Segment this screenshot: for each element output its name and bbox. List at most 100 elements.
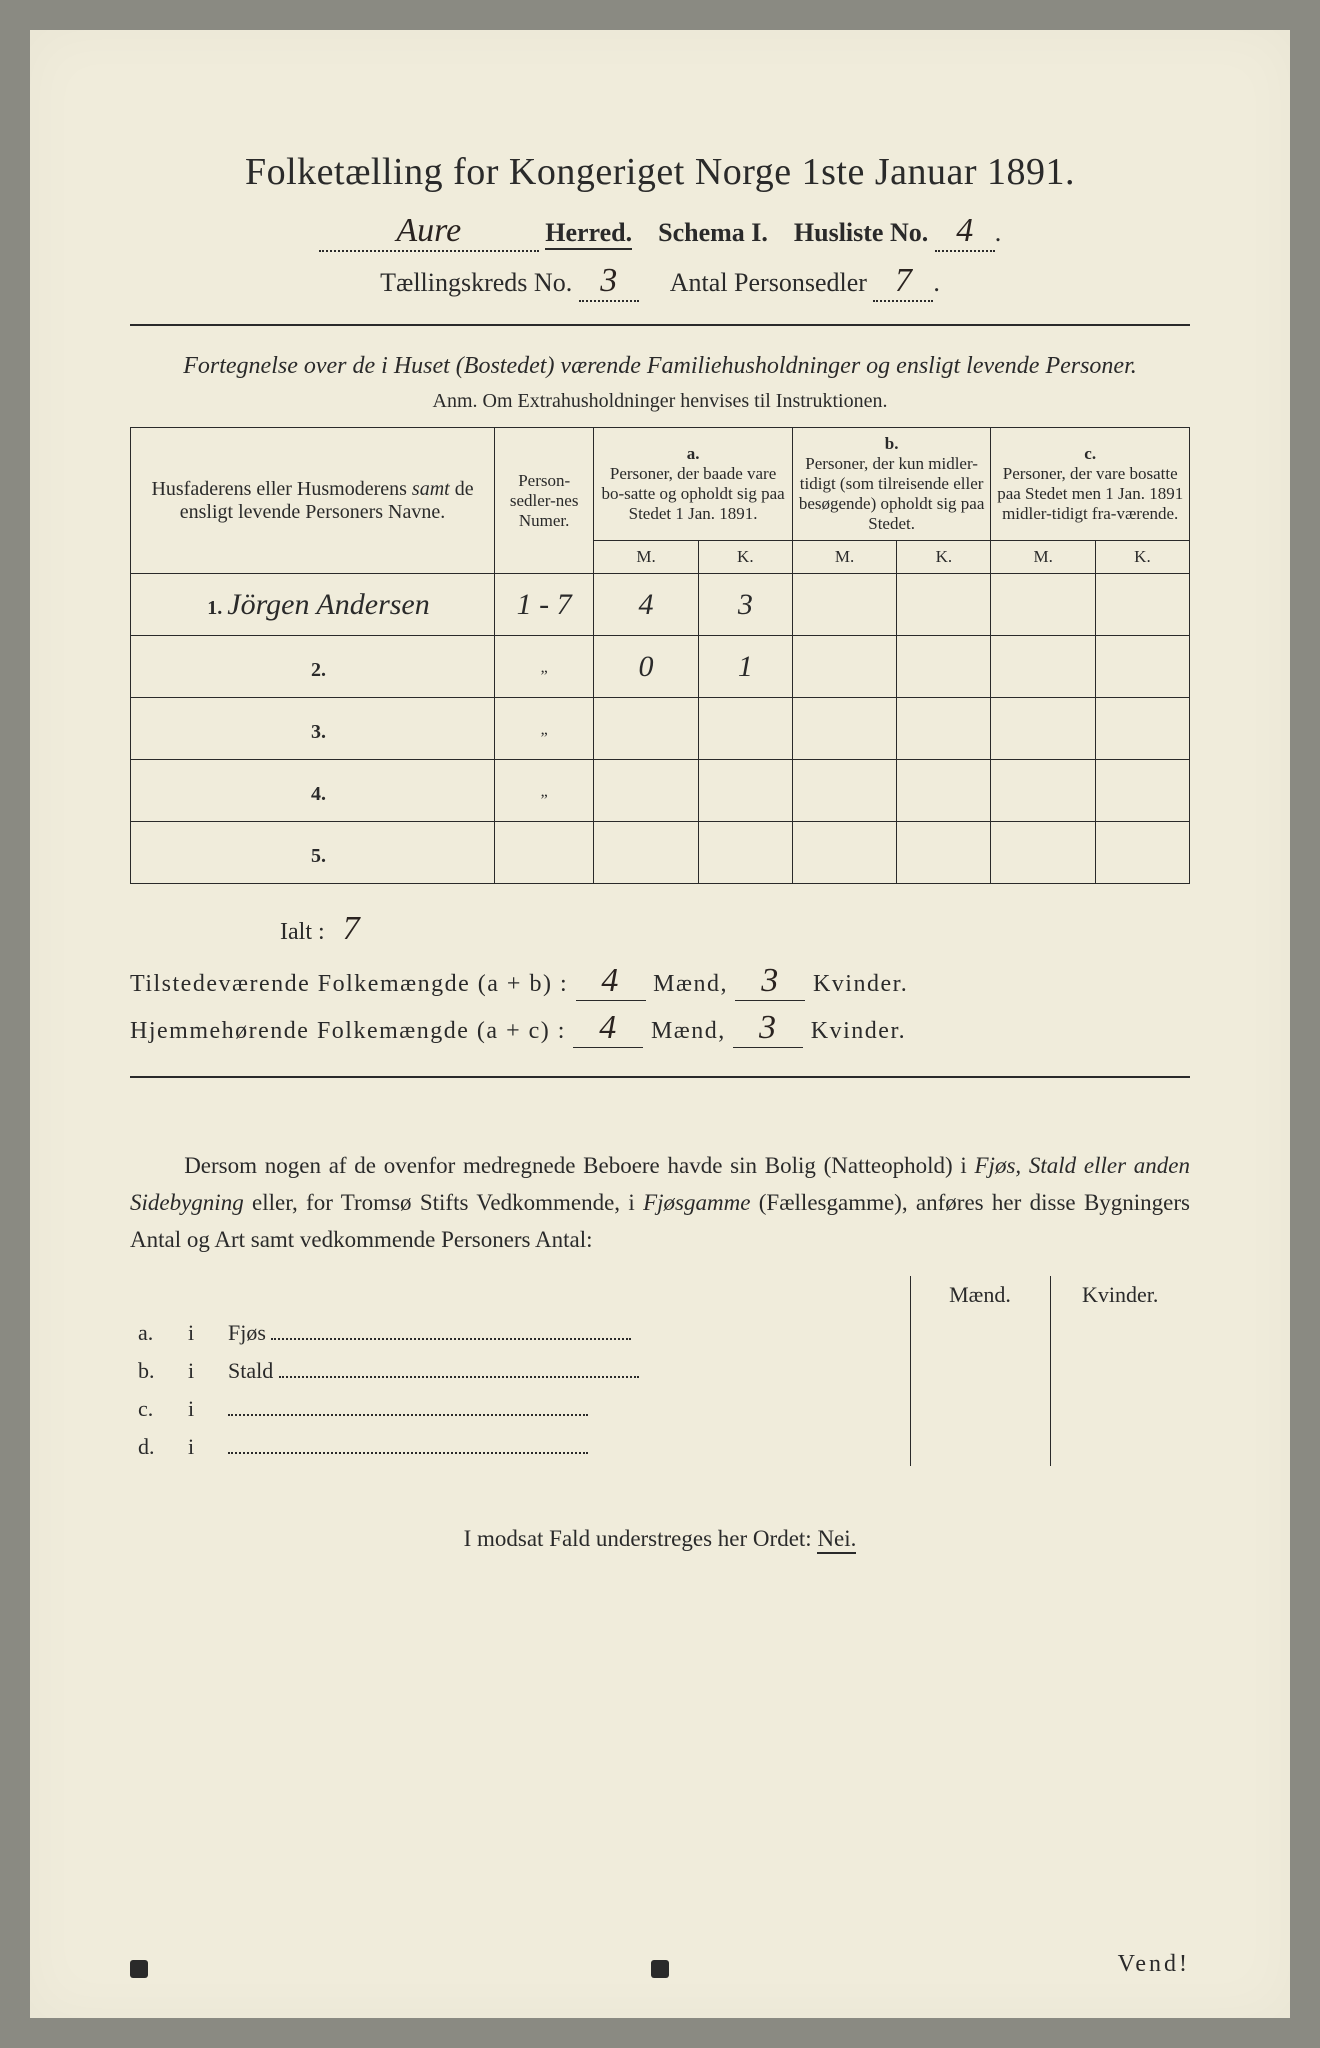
row-bm <box>792 574 897 636</box>
row-ck <box>1095 698 1189 760</box>
row-letter: c. <box>130 1390 180 1428</box>
row-building: Stald <box>220 1352 910 1390</box>
antal-label: Antal Personsedler <box>670 268 867 297</box>
herred-line: Aure Herred. Schema I. Husliste No. 4. <box>130 212 1190 252</box>
para-t1: Dersom nogen af de ovenfor medregnede Be… <box>184 1153 974 1178</box>
row-num: „ <box>495 636 594 698</box>
col-name-header: Husfaderens eller Husmoderens samt de en… <box>131 428 495 574</box>
punch-mark-icon <box>651 1960 669 1978</box>
vend-label: Vend! <box>1118 1951 1190 1978</box>
husliste-label: Husliste No. <box>794 218 928 247</box>
row-ak <box>698 822 792 884</box>
col-c-m: M. <box>991 541 1096 574</box>
punch-mark-icon <box>130 1960 148 1978</box>
col-b-k: K. <box>897 541 991 574</box>
kreds-value: 3 <box>600 262 617 300</box>
row-building: Fjøs <box>220 1314 910 1352</box>
building-row: b.iStald <box>130 1352 1190 1390</box>
row-cm <box>991 822 1096 884</box>
instruction-line: Fortegnelse over de i Huset (Bostedet) v… <box>183 353 1137 379</box>
table-row: 5. <box>131 822 1190 884</box>
kvinder-label2: Kvinder. <box>811 1018 906 1044</box>
tilstede-line: Tilstedeværende Folkemængde (a + b) : 4 … <box>130 962 1190 1001</box>
col-c-k: K. <box>1095 541 1189 574</box>
hjemme-line: Hjemmehørende Folkemængde (a + c) : 4 Mæ… <box>130 1009 1190 1048</box>
row-letter: b. <box>130 1352 180 1390</box>
tilstede-k: 3 <box>761 962 780 1000</box>
instruction-text: Fortegnelse over de i Huset (Bostedet) v… <box>130 348 1190 384</box>
herred-label: Herred. <box>545 218 632 250</box>
maend-head: Mænd. <box>910 1276 1050 1314</box>
row-letter: a. <box>130 1314 180 1352</box>
row-am: 0 <box>594 636 699 698</box>
row-name-cell: 5. <box>131 822 495 884</box>
maend-label: Mænd, <box>653 971 728 997</box>
row-cm <box>991 574 1096 636</box>
table-row: 2. „01 <box>131 636 1190 698</box>
row-maend <box>910 1352 1050 1390</box>
row-ak <box>698 698 792 760</box>
census-form-page: Folketælling for Kongeriget Norge 1ste J… <box>30 30 1290 2018</box>
row-ak: 1 <box>698 636 792 698</box>
col-a-m: M. <box>594 541 699 574</box>
row-ck <box>1095 574 1189 636</box>
row-i: i <box>180 1390 220 1428</box>
building-row: a.iFjøs <box>130 1314 1190 1352</box>
row-bm <box>792 760 897 822</box>
hjemme-m: 4 <box>599 1009 618 1047</box>
tilstede-m: 4 <box>601 962 620 1000</box>
table-row: 3. „ <box>131 698 1190 760</box>
row-am <box>594 822 699 884</box>
row-name-cell: 3. <box>131 698 495 760</box>
row-name-cell: 2. <box>131 636 495 698</box>
herred-value: Aure <box>396 212 461 250</box>
col-num-header: Person-sedler-nes Numer. <box>495 428 594 574</box>
main-table: Husfaderens eller Husmoderens samt de en… <box>130 427 1190 884</box>
page-title: Folketælling for Kongeriget Norge 1ste J… <box>130 150 1190 194</box>
building-row: d.i <box>130 1428 1190 1466</box>
housing-paragraph: Dersom nogen af de ovenfor medregnede Be… <box>130 1148 1190 1258</box>
row-i: i <box>180 1314 220 1352</box>
row-ck <box>1095 822 1189 884</box>
para-t2: eller, for Tromsø Stifts Vedkommende, i <box>252 1190 643 1215</box>
row-num: 1 - 7 <box>495 574 594 636</box>
row-kvinder <box>1050 1314 1190 1352</box>
divider <box>130 324 1190 326</box>
ialt-label: Ialt : <box>280 919 325 945</box>
row-maend <box>910 1390 1050 1428</box>
nei-line: I modsat Fald understreges her Ordet: Ne… <box>130 1526 1190 1552</box>
table-row: 1. Jörgen Andersen1 - 743 <box>131 574 1190 636</box>
row-bk <box>897 698 991 760</box>
maend-label2: Mænd, <box>651 1018 726 1044</box>
row-am <box>594 698 699 760</box>
row-num: „ <box>495 698 594 760</box>
para-e2: Fjøsgamme <box>643 1190 750 1215</box>
antal-value: 7 <box>895 262 912 300</box>
row-cm <box>991 636 1096 698</box>
kreds-label: Tællingskreds No. <box>380 268 572 297</box>
nei-word: Nei. <box>817 1526 856 1554</box>
col-a-header: a.Personer, der baade vare bo-satte og o… <box>594 428 793 541</box>
row-ck <box>1095 636 1189 698</box>
row-maend <box>910 1428 1050 1466</box>
row-am: 4 <box>594 574 699 636</box>
row-bk <box>897 636 991 698</box>
ialt-line: Ialt : 7 <box>280 910 1190 948</box>
col-b-m: M. <box>792 541 897 574</box>
table-row: 4. „ <box>131 760 1190 822</box>
row-kvinder <box>1050 1428 1190 1466</box>
divider2 <box>130 1076 1190 1078</box>
row-cm <box>991 698 1096 760</box>
col-c-header: c.Personer, der vare bosatte paa Stedet … <box>991 428 1190 541</box>
row-i: i <box>180 1352 220 1390</box>
row-kvinder <box>1050 1352 1190 1390</box>
row-maend <box>910 1314 1050 1352</box>
row-name-cell: 4. <box>131 760 495 822</box>
row-cm <box>991 760 1096 822</box>
row-kvinder <box>1050 1390 1190 1428</box>
husliste-value: 4 <box>956 212 973 250</box>
row-ak: 3 <box>698 574 792 636</box>
row-name-cell: 1. Jörgen Andersen <box>131 574 495 636</box>
row-num <box>495 822 594 884</box>
row-am <box>594 760 699 822</box>
